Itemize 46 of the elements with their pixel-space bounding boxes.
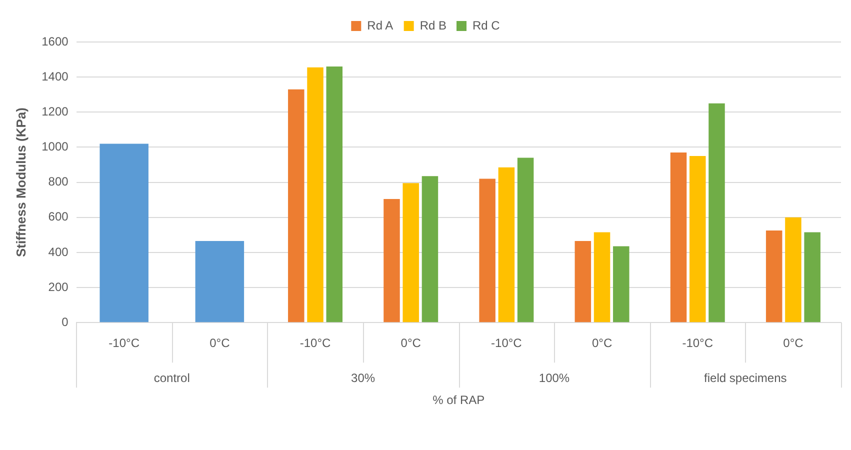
bar bbox=[594, 232, 610, 322]
legend-label: Rd A bbox=[367, 18, 394, 32]
text: control bbox=[154, 370, 190, 385]
bar bbox=[402, 183, 419, 322]
bar bbox=[785, 217, 802, 322]
x-tick-label: 0°C bbox=[783, 336, 804, 350]
x-tick-label: -10°C bbox=[682, 336, 714, 350]
y-tick-label: 200 bbox=[48, 280, 69, 294]
y-tick-label: 600 bbox=[48, 210, 69, 224]
bar bbox=[307, 67, 324, 322]
bar bbox=[613, 246, 630, 322]
x-tick-label: 0°C bbox=[400, 336, 422, 350]
y-tick-label: 1400 bbox=[42, 69, 69, 84]
x-tick-label: -10°C bbox=[108, 336, 140, 350]
legend-label: Rd C bbox=[472, 18, 500, 32]
bar bbox=[574, 241, 592, 322]
bar bbox=[422, 176, 438, 322]
bar bbox=[766, 230, 782, 322]
y-axis-title: Stiffness Modulus (KPa) bbox=[13, 108, 28, 258]
bar bbox=[195, 241, 244, 322]
text: 30% bbox=[351, 370, 376, 385]
x-tick-label: 0°C bbox=[210, 336, 230, 350]
bar bbox=[689, 156, 706, 322]
y-tick-label: 800 bbox=[48, 174, 69, 189]
bar bbox=[498, 167, 515, 322]
bar bbox=[517, 158, 534, 322]
y-tick-label: 1600 bbox=[42, 34, 69, 48]
y-tick-label: 1200 bbox=[42, 104, 69, 118]
y-tick-label: 400 bbox=[48, 244, 69, 259]
x-tick-label: -10°C bbox=[491, 336, 522, 350]
x-tick-label: 0°C bbox=[592, 336, 612, 350]
y-tick-label: 1000 bbox=[42, 140, 69, 154]
bar bbox=[479, 178, 496, 322]
text: field specimens bbox=[704, 370, 787, 385]
bar bbox=[100, 144, 148, 322]
legend-label: Rd B bbox=[420, 18, 447, 32]
bar bbox=[804, 232, 820, 322]
bar bbox=[326, 66, 343, 322]
bar bbox=[708, 103, 725, 322]
bar bbox=[670, 152, 687, 322]
bar bbox=[288, 89, 304, 322]
x-tick-label: -10°C bbox=[300, 336, 331, 350]
y-tick-label: 0 bbox=[62, 314, 69, 329]
bar bbox=[384, 198, 400, 322]
text: 100% bbox=[538, 370, 570, 385]
x-axis-title: % of RAP bbox=[432, 392, 485, 407]
